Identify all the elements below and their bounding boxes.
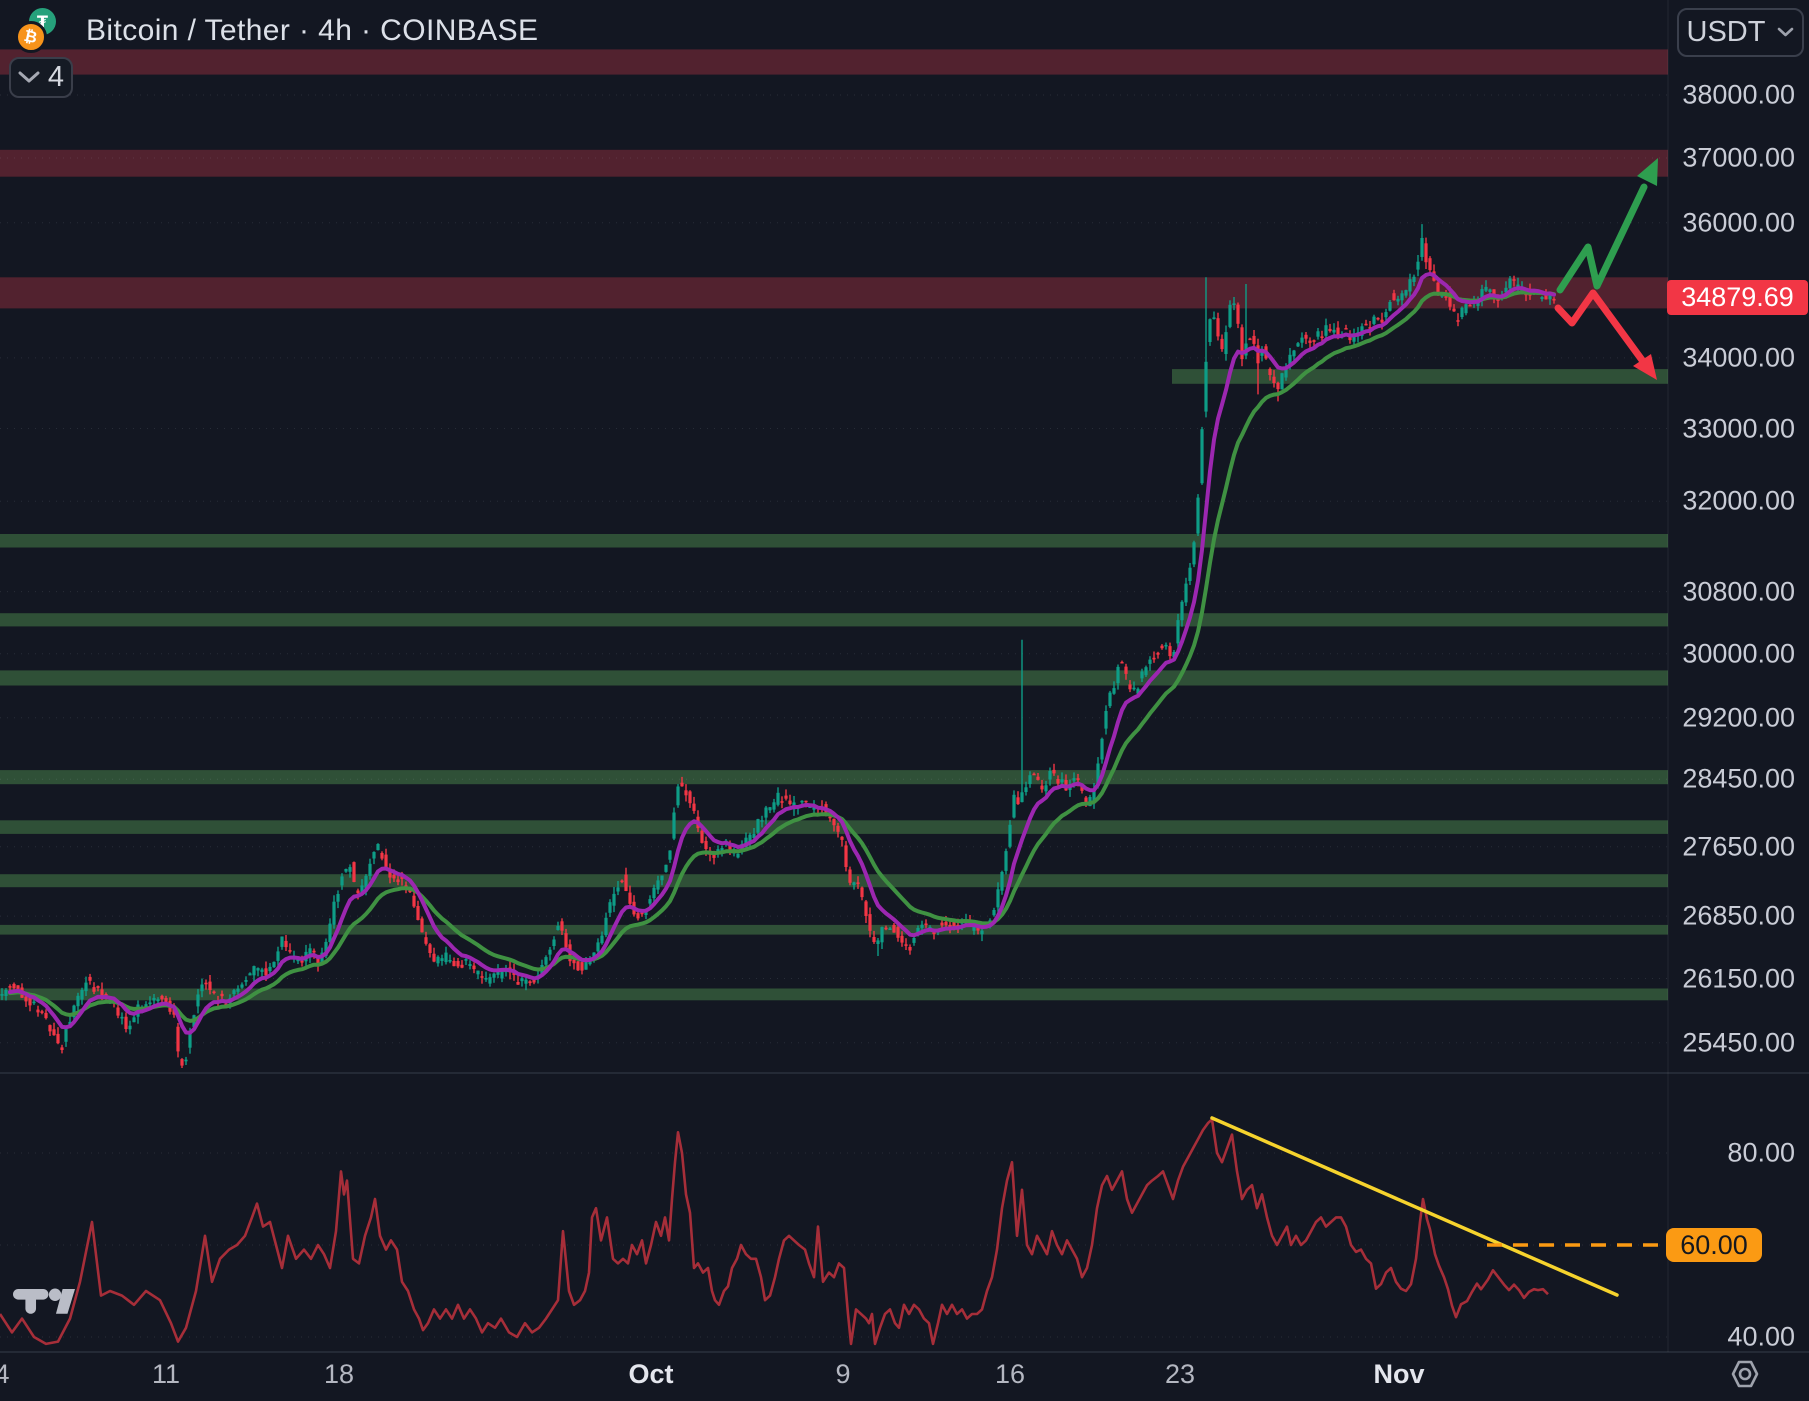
interval-button[interactable]: 4	[9, 57, 73, 98]
rsi-descending-trendline[interactable]	[1210, 1116, 1619, 1297]
symbol-header: ₮ ₿ Bitcoin / Tether · 4h · COINBASE	[10, 6, 538, 56]
chevron-down-icon	[18, 71, 40, 83]
rsi-line	[0, 1118, 1549, 1346]
bitcoin-logo-icon: ₿	[15, 21, 47, 53]
bearish-arrow-drawing[interactable]	[1554, 289, 1646, 364]
pair-logos: ₮ ₿	[10, 6, 72, 56]
gridlines	[0, 94, 1668, 1338]
drawings	[1210, 158, 1664, 1297]
price-zones	[0, 49, 1668, 1001]
ma-fast-line	[8, 271, 1556, 1035]
chevron-down-icon	[1778, 27, 1794, 37]
symbol-title[interactable]: Bitcoin / Tether · 4h · COINBASE	[86, 14, 539, 47]
candles	[0, 224, 1556, 1068]
interval-label: 4	[47, 61, 65, 93]
tradingview-logo[interactable]	[13, 1284, 75, 1322]
ma-slow-line	[8, 290, 1556, 1023]
currency-label: USDT	[1686, 16, 1766, 48]
time-axis-settings-gear-icon[interactable]	[1728, 1357, 1762, 1391]
bullish-arrow-drawing[interactable]	[1556, 183, 1648, 294]
currency-dropdown[interactable]: USDT	[1677, 8, 1804, 57]
separators	[0, 0, 1809, 1353]
